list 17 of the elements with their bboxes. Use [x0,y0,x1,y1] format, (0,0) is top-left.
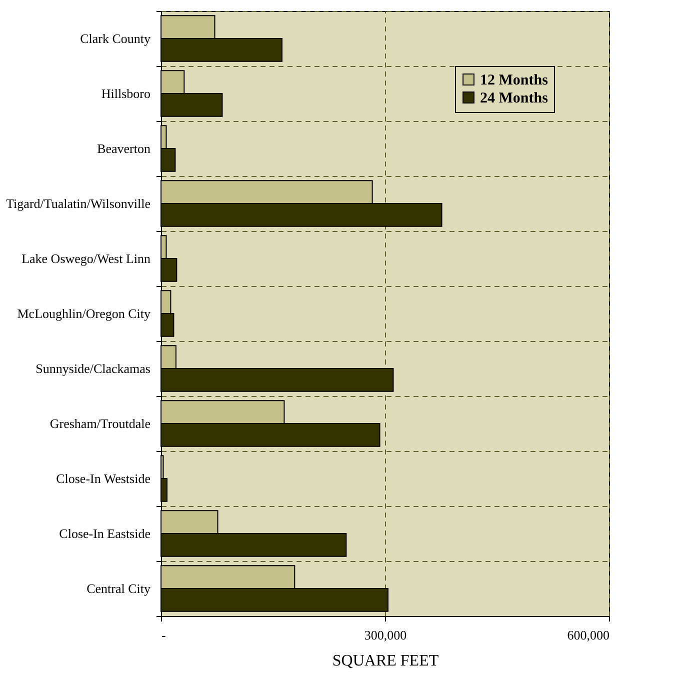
x-tick-label: - [162,628,166,642]
y-tick-label: Gresham/Troutdale [50,416,151,431]
y-tick-label: Lake Oswego/West Linn [22,251,151,266]
y-tick-label: Tigard/Tualatin/Wilsonville [6,196,151,211]
y-tick-label: McLoughlin/Oregon City [17,306,151,321]
x-tick-label: 600,000 [567,628,610,642]
x-tick-label: 300,000 [364,628,407,642]
y-tick-label: Beaverton [97,141,151,156]
y-tick-label: Clark County [80,31,151,46]
y-tick-label: Close-In Westside [56,471,151,486]
y-tick-label: Close-In Eastside [59,526,151,541]
legend-label: 12 Months [480,72,548,88]
y-tick-label: Hillsboro [101,86,150,101]
y-tick-label: Central City [86,581,151,596]
y-tick-label: Sunnyside/Clackamas [36,361,150,376]
legend-label: 24 Months [480,90,548,106]
x-axis-title: SQUARE FEET [332,652,439,670]
